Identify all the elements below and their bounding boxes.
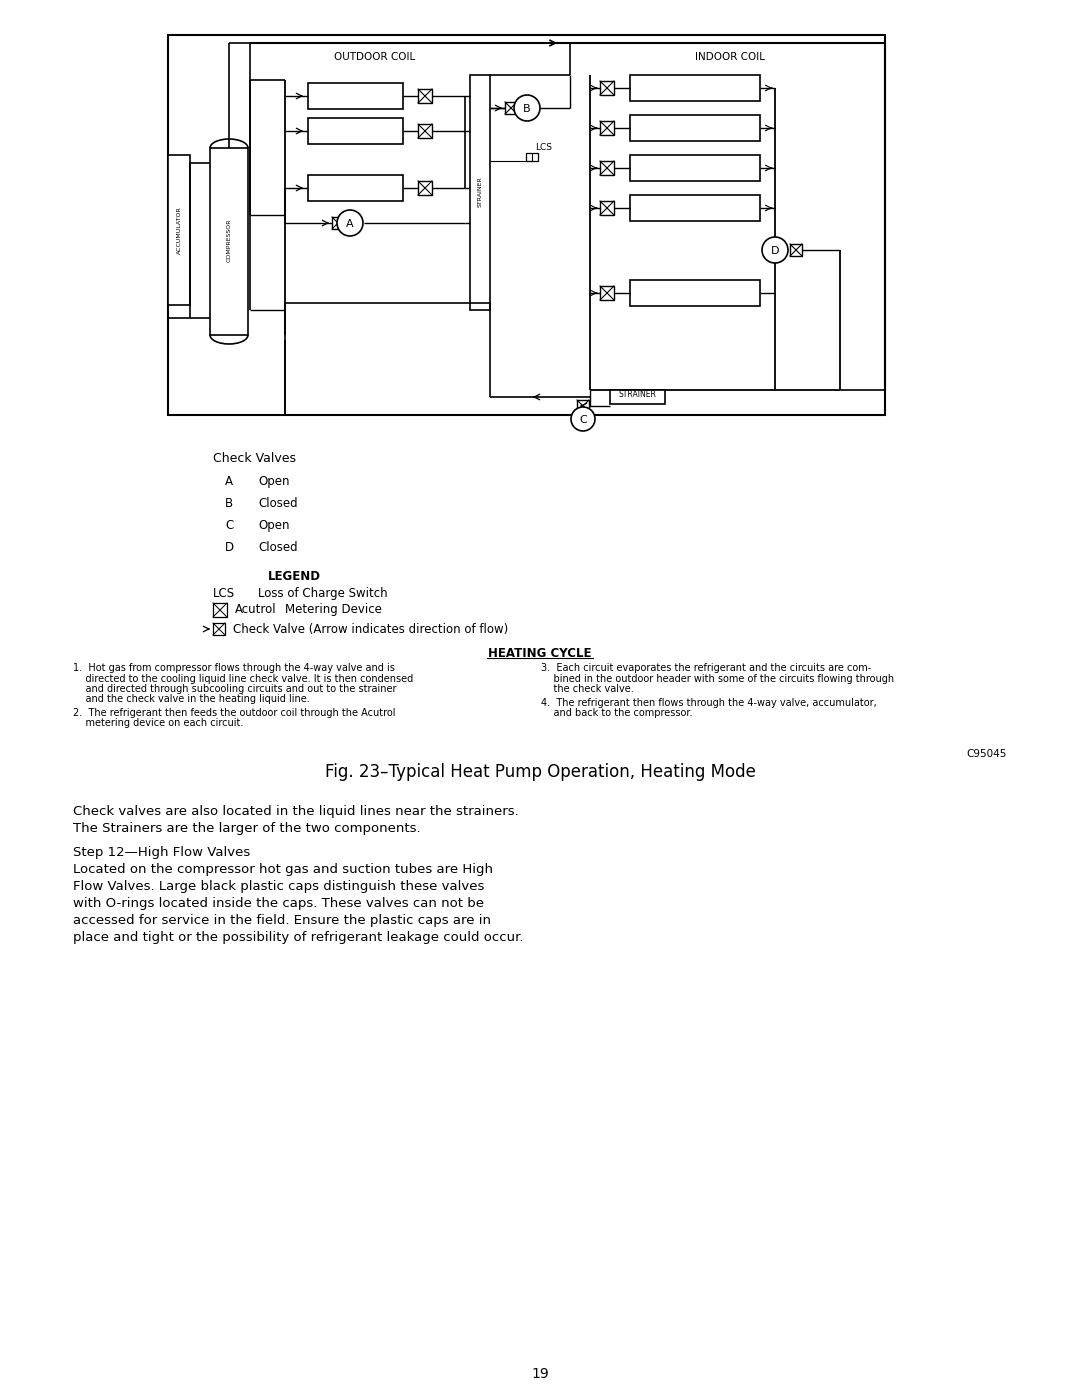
Text: Metering Device: Metering Device [285,604,382,616]
Text: 3.  Each circuit evaporates the refrigerant and the circuits are com-: 3. Each circuit evaporates the refrigera… [541,664,872,673]
Text: 4.  The refrigerant then flows through the 4-way valve, accumulator,: 4. The refrigerant then flows through th… [541,697,877,707]
Text: ACCUMULATOR: ACCUMULATOR [176,207,181,254]
Bar [418,89,432,103]
Text: C: C [579,415,586,425]
Bar [418,124,432,138]
Bar [418,182,432,196]
Text: metering device on each circuit.: metering device on each circuit. [73,718,243,728]
Text: Closed: Closed [258,497,298,510]
Text: STRAINER: STRAINER [477,176,483,207]
Text: Closed: Closed [258,541,298,555]
Text: B: B [523,103,530,115]
Text: and directed through subcooling circuits and out to the strainer: and directed through subcooling circuits… [73,685,396,694]
Text: STRAINER: STRAINER [618,390,656,400]
Bar [213,623,225,636]
Text: Loss of Charge Switch: Loss of Charge Switch [258,587,388,599]
Text: Check Valve (Arrow indicates direction of flow): Check Valve (Arrow indicates direction o… [233,623,509,636]
Text: 19: 19 [531,1368,549,1382]
Bar [308,82,403,109]
Text: LCS: LCS [535,142,552,152]
Text: Open: Open [258,475,289,488]
Text: D: D [771,246,780,256]
Bar [630,196,760,221]
Text: with O-rings located inside the caps. These valves can not be: with O-rings located inside the caps. Th… [73,897,484,909]
Text: Located on the compressor hot gas and suction tubes are High: Located on the compressor hot gas and su… [73,863,492,876]
Text: Check Valves: Check Valves [213,453,296,465]
Text: Check valves are also located in the liquid lines near the strainers.: Check valves are also located in the liq… [73,805,518,819]
Bar [505,102,517,115]
Bar [630,75,760,101]
Bar [577,400,589,412]
Bar [332,217,345,229]
Bar [630,155,760,182]
Bar [789,244,802,256]
Text: Open: Open [258,520,289,532]
Text: 1.  Hot gas from compressor flows through the 4-way valve and is: 1. Hot gas from compressor flows through… [73,664,395,673]
Bar [470,75,490,310]
Bar [630,279,760,306]
Circle shape [762,237,788,263]
Circle shape [571,407,595,432]
Bar [610,390,665,404]
Bar [213,604,227,617]
Text: the check valve.: the check valve. [541,685,634,694]
Text: A: A [225,475,233,488]
Text: Step 12—High Flow Valves: Step 12—High Flow Valves [73,847,251,859]
Bar [600,81,615,95]
Bar [526,154,538,161]
Bar [308,175,403,201]
Text: A: A [347,219,354,229]
Text: Fig. 23–Typical Heat Pump Operation, Heating Mode: Fig. 23–Typical Heat Pump Operation, Hea… [325,763,755,781]
Text: C95045: C95045 [967,749,1007,759]
Text: bined in the outdoor header with some of the circuits flowing through: bined in the outdoor header with some of… [541,673,894,683]
Bar [210,148,248,335]
Bar [600,122,615,136]
Text: COMPRESSOR: COMPRESSOR [227,218,231,261]
Text: LEGEND: LEGEND [268,570,321,583]
Text: Flow Valves. Large black plastic caps distinguish these valves: Flow Valves. Large black plastic caps di… [73,880,484,893]
Text: 2.  The refrigerant then feeds the outdoor coil through the Acutrol: 2. The refrigerant then feeds the outdoo… [73,708,395,718]
Text: and back to the compressor.: and back to the compressor. [541,708,692,718]
Text: D: D [225,541,234,555]
Bar [600,161,615,175]
Text: Acutrol: Acutrol [235,604,276,616]
Text: accessed for service in the field. Ensure the plastic caps are in: accessed for service in the field. Ensur… [73,914,491,928]
Text: HEATING CYCLE: HEATING CYCLE [488,647,592,659]
Text: The Strainers are the larger of the two components.: The Strainers are the larger of the two … [73,821,420,835]
Text: B: B [225,497,233,510]
Bar [600,201,615,215]
Bar [168,35,885,415]
Bar [630,115,760,141]
Text: OUTDOOR COIL: OUTDOOR COIL [335,52,416,61]
Bar [308,117,403,144]
Text: place and tight or the possibility of refrigerant leakage could occur.: place and tight or the possibility of re… [73,930,524,944]
Text: and the check valve in the heating liquid line.: and the check valve in the heating liqui… [73,694,310,704]
Circle shape [514,95,540,122]
Circle shape [337,210,363,236]
Bar [600,286,615,300]
Text: LCS: LCS [213,587,235,599]
Text: INDOOR COIL: INDOOR COIL [696,52,765,61]
Text: C: C [225,520,233,532]
Text: directed to the cooling liquid line check valve. It is then condensed: directed to the cooling liquid line chec… [73,673,414,683]
Bar [168,155,190,305]
